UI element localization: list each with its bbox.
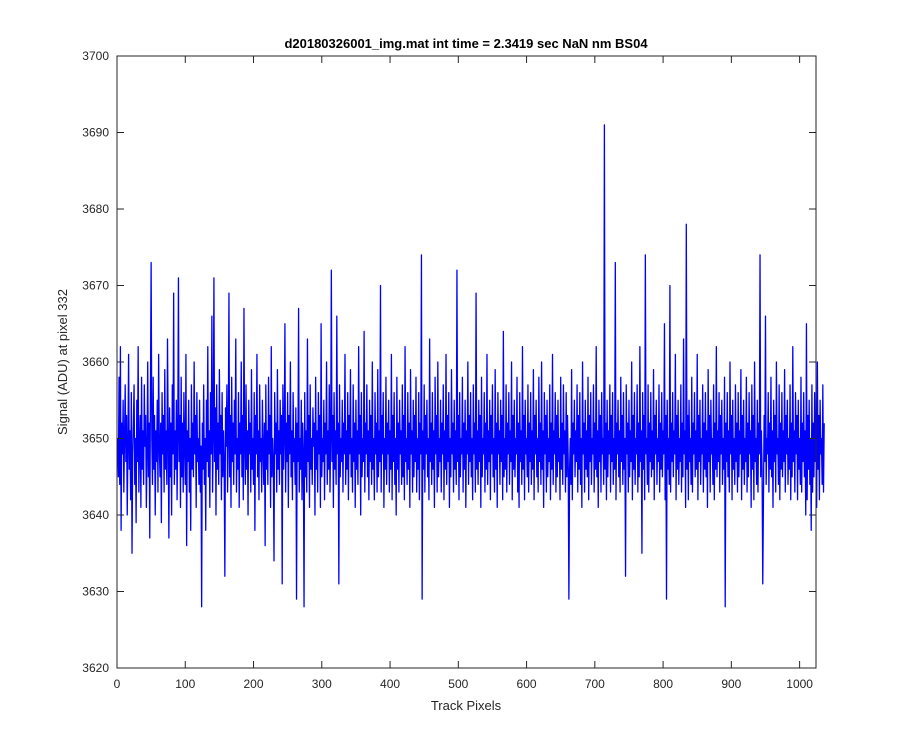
y-tick-label: 3680	[82, 202, 109, 216]
x-tick-label: 500	[448, 677, 468, 691]
y-tick-label: 3620	[82, 661, 109, 675]
y-tick-label: 3650	[82, 432, 109, 446]
x-tick-label: 1000	[786, 677, 813, 691]
x-tick-label: 600	[517, 677, 537, 691]
x-tick-label: 800	[653, 677, 673, 691]
y-tick-label: 3690	[82, 126, 109, 140]
y-tick-label: 3640	[82, 508, 109, 522]
x-tick-label: 700	[585, 677, 605, 691]
series-line-1	[117, 124, 825, 608]
x-tick-label: 300	[312, 677, 332, 691]
y-axis-title: Signal (ADU) at pixel 332	[55, 289, 70, 435]
x-tick-label: 0	[114, 677, 121, 691]
data-layer	[117, 124, 825, 608]
x-axis-title: Track Pixels	[431, 698, 502, 713]
chart-title: d20180326001_img.mat int time = 2.3419 s…	[284, 36, 648, 51]
axes-layer: 0 100 200 300 400 500 600 700 800 900 1000 3620 3630…	[82, 49, 817, 691]
y-tick-label: 3700	[82, 49, 109, 63]
x-tick-label: 200	[244, 677, 264, 691]
x-tick-label: 400	[380, 677, 400, 691]
y-tick-label: 3660	[82, 355, 109, 369]
x-tick-label: 900	[721, 677, 741, 691]
plot-area	[117, 56, 816, 668]
y-tick-label: 3670	[82, 279, 109, 293]
x-tick-label: 100	[175, 677, 195, 691]
y-tick-label: 3630	[82, 585, 109, 599]
